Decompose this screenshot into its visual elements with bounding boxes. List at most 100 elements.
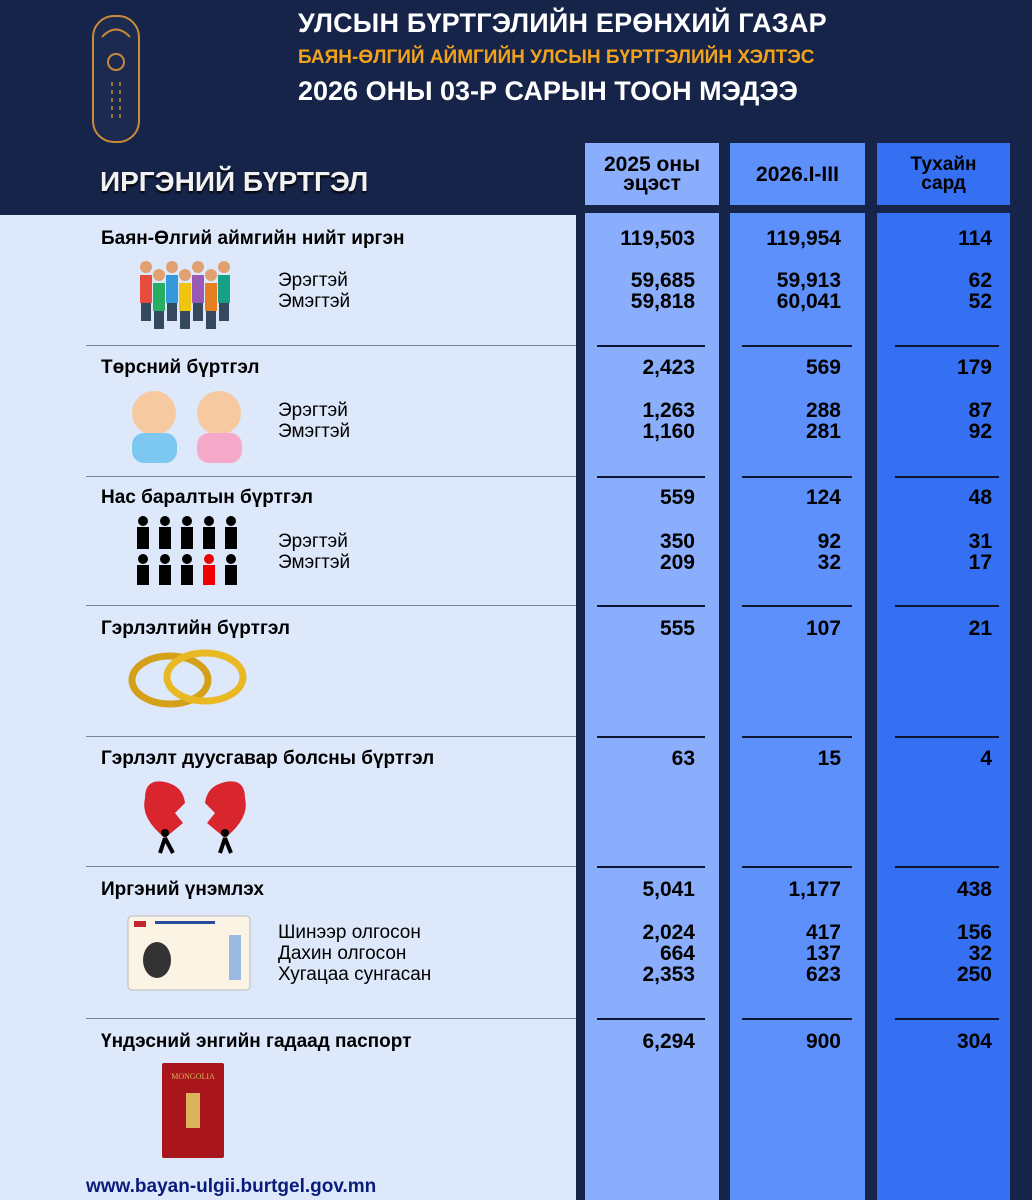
sub-label: Эмэгтэй xyxy=(278,421,351,442)
sub-value: 87 xyxy=(968,399,992,422)
value: 6,294 xyxy=(642,1030,695,1053)
sub-label: Шинээр олгосон xyxy=(278,922,421,943)
divider xyxy=(742,1018,852,1020)
column-2025: 2025 оны эцэст 119,503 59,685 59,818 2,423 1,2… xyxy=(585,143,719,1200)
divider xyxy=(86,605,576,606)
sub-value: 59,913 xyxy=(776,269,841,292)
value: 107 xyxy=(805,617,841,640)
divider xyxy=(742,476,852,478)
sub-value: 32 xyxy=(817,551,841,574)
sub-value: 1,160 xyxy=(642,420,695,443)
sub-labels: Эрэгтэй Эмэгтэй xyxy=(278,400,350,442)
sub-value: 623 xyxy=(805,963,841,986)
value: 2,423 xyxy=(642,356,695,379)
section-title: Гэрлэлтийн бүртгэл xyxy=(101,618,290,639)
value: 179 xyxy=(956,356,992,379)
sub-value: 2,353 xyxy=(642,963,695,986)
divider xyxy=(86,345,576,346)
divider xyxy=(742,866,852,868)
value: 124 xyxy=(805,486,841,509)
divider xyxy=(742,736,852,738)
people-figures-icon xyxy=(135,515,245,590)
value: 119,503 xyxy=(620,227,695,250)
main-title: УЛСЫН БҮРТГЭЛИЙН ЕРӨНХИЙ ГАЗАР xyxy=(298,8,827,38)
website-link[interactable]: www.bayan-ulgii.burtgel.gov.mn xyxy=(86,1176,377,1197)
column-month: Тухайн сард 114 62 52 179 87 92 48 31 17 21 4 438 156 3… xyxy=(877,143,1010,1200)
divider xyxy=(895,1018,999,1020)
divider xyxy=(895,866,999,868)
sub-value: 350 xyxy=(659,530,695,553)
divider xyxy=(895,476,999,478)
value: 15 xyxy=(817,747,841,770)
column-header: 2025 оны эцэст xyxy=(585,143,719,213)
labels-panel xyxy=(0,215,576,1200)
value: 304 xyxy=(956,1030,992,1053)
broken-heart-icon xyxy=(135,778,255,863)
value: 438 xyxy=(956,878,992,901)
value: 5,041 xyxy=(642,878,695,901)
divider xyxy=(86,736,576,737)
column-2026: 2026.I-III 119,954 59,913 60,041 569 288 281 12… xyxy=(730,143,865,1200)
sub-label: Хугацаа сунгасан xyxy=(278,964,432,985)
value: 559 xyxy=(659,486,695,509)
sub-value: 92 xyxy=(817,530,841,553)
sub-label: Эмэгтэй xyxy=(278,291,351,312)
sub-labels: Эрэгтэй Эмэгтэй xyxy=(278,270,350,312)
divider xyxy=(597,866,705,868)
column-header-line: 2026.I-III xyxy=(756,162,839,186)
value: 48 xyxy=(968,486,992,509)
value: 119,954 xyxy=(766,227,841,250)
column-header: Тухайн сард xyxy=(877,143,1010,213)
value: 63 xyxy=(671,747,695,770)
passport-icon: MONGOLIA xyxy=(162,1063,224,1163)
column-header-line: Тухайн xyxy=(910,154,977,175)
section-title: ИРГЭНИЙ БҮРТГЭЛ xyxy=(100,166,369,197)
section-title: Баян-Өлгий аймгийн нийт иргэн xyxy=(101,228,405,249)
sub-value: 60,041 xyxy=(776,290,841,313)
sub-label: Дахин олгосон xyxy=(278,943,407,964)
sub-label: Эрэгтэй xyxy=(278,531,348,552)
divider xyxy=(86,866,576,867)
divider xyxy=(597,476,705,478)
section-title: Гэрлэлт дуусгавар болсны бүртгэл xyxy=(101,748,435,769)
divider xyxy=(742,605,852,607)
column-header-line: сард xyxy=(921,173,966,194)
id-card-icon xyxy=(127,915,252,998)
sub-value: 250 xyxy=(956,963,992,986)
divider xyxy=(742,345,852,347)
sub-value: 281 xyxy=(805,420,841,443)
sub-value: 52 xyxy=(968,290,992,313)
section-title: Нас баралтын бүртгэл xyxy=(101,487,313,508)
value: 1,177 xyxy=(788,878,841,901)
sub-value: 31 xyxy=(968,530,992,553)
divider xyxy=(597,605,705,607)
divider xyxy=(597,345,705,347)
sub-value: 156 xyxy=(956,921,992,944)
sub-value: 137 xyxy=(805,942,841,965)
crowd-icon xyxy=(136,255,236,335)
sub-value: 288 xyxy=(805,399,841,422)
value: 900 xyxy=(805,1030,841,1053)
section-title: Төрсний бүртгэл xyxy=(101,357,260,378)
period-title: 2026 ОНЫ 03-Р САРЫН ТООН МЭДЭЭ xyxy=(298,76,798,106)
sub-value: 1,263 xyxy=(642,399,695,422)
divider xyxy=(597,1018,705,1020)
sub-value: 59,818 xyxy=(630,290,695,313)
sub-value: 17 xyxy=(968,551,992,574)
subtitle: БАЯН-ӨЛГИЙ АЙМГИЙН УЛСЫН БҮРТГЭЛИЙН ХЭЛТ… xyxy=(298,47,815,68)
value: 4 xyxy=(980,747,992,770)
column-header-line: 2025 оны xyxy=(604,153,700,176)
sub-value: 209 xyxy=(659,551,695,574)
value: 21 xyxy=(968,617,992,640)
value: 114 xyxy=(958,227,992,250)
sub-value: 32 xyxy=(968,942,992,965)
sub-value: 62 xyxy=(968,269,992,292)
section-title: Иргэний үнэмлэх xyxy=(101,879,265,900)
sub-label: Эрэгтэй xyxy=(278,400,348,421)
section-title: Үндэсний энгийн гадаад паспорт xyxy=(101,1031,412,1052)
divider xyxy=(895,736,999,738)
passport-label: MONGOLIA xyxy=(171,1072,215,1081)
sub-label: Эмэгтэй xyxy=(278,552,351,573)
column-header: 2026.I-III xyxy=(730,143,865,213)
